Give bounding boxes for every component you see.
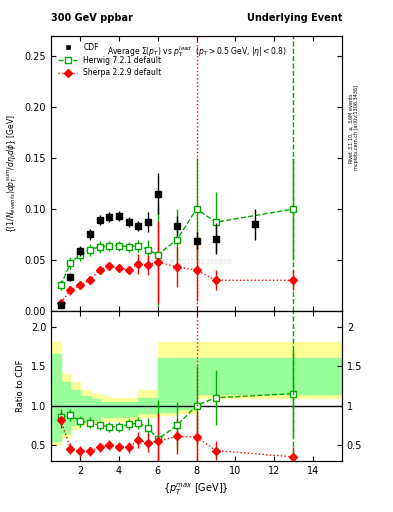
Text: Underlying Event: Underlying Event (246, 13, 342, 23)
Herwig 7.2.1 default (155, 252, 160, 258)
Herwig 7.2.1 default (97, 244, 102, 250)
Sherpa 2.2.9 default (213, 277, 218, 283)
Sherpa 2.2.9 default (136, 261, 141, 267)
Herwig 7.2.1 default (213, 219, 218, 225)
Sherpa 2.2.9 default (107, 263, 112, 269)
Herwig 7.2.1 default (68, 260, 73, 266)
Sherpa 2.2.9 default (155, 259, 160, 265)
Text: 300 GeV ppbar: 300 GeV ppbar (51, 13, 133, 23)
Sherpa 2.2.9 default (126, 267, 131, 273)
Herwig 7.2.1 default (136, 243, 141, 249)
Text: Rivet 3.1.10, $\geq$ 3.6M events: Rivet 3.1.10, $\geq$ 3.6M events (348, 92, 355, 164)
Herwig 7.2.1 default (175, 237, 180, 243)
X-axis label: $\{p_T^{max}$ [GeV]$\}$: $\{p_T^{max}$ [GeV]$\}$ (163, 481, 230, 497)
Herwig 7.2.1 default (107, 243, 112, 249)
Sherpa 2.2.9 default (175, 264, 180, 270)
Herwig 7.2.1 default (126, 244, 131, 250)
Herwig 7.2.1 default (117, 243, 121, 249)
Herwig 7.2.1 default (88, 247, 92, 253)
Text: mcplots.cern.ch [arXiv:1306.3436]: mcplots.cern.ch [arXiv:1306.3436] (354, 86, 359, 170)
Y-axis label: $\{(1/N_{events}) dp_T^{sum}/d\eta_t d\phi\}$ [GeV]: $\{(1/N_{events}) dp_T^{sum}/d\eta_t d\p… (6, 114, 19, 232)
Sherpa 2.2.9 default (78, 282, 83, 288)
Sherpa 2.2.9 default (291, 277, 296, 283)
Sherpa 2.2.9 default (117, 265, 121, 271)
Text: CDF 2015_I1388868: CDF 2015_I1388868 (161, 258, 232, 265)
Herwig 7.2.1 default (194, 206, 199, 212)
Sherpa 2.2.9 default (146, 262, 151, 268)
Herwig 7.2.1 default (291, 206, 296, 212)
Herwig 7.2.1 default (78, 252, 83, 258)
Line: Sherpa 2.2.9 default: Sherpa 2.2.9 default (61, 262, 294, 303)
Line: Herwig 7.2.1 default: Herwig 7.2.1 default (61, 209, 294, 285)
Y-axis label: Ratio to CDF: Ratio to CDF (16, 359, 25, 412)
Sherpa 2.2.9 default (88, 277, 92, 283)
Sherpa 2.2.9 default (194, 267, 199, 273)
Text: Average $\Sigma(p_T)$ vs $p_T^{lead}$  ($p_T > 0.5$ GeV, $|\eta| < 0.8$): Average $\Sigma(p_T)$ vs $p_T^{lead}$ ($… (107, 44, 286, 59)
Herwig 7.2.1 default (59, 282, 63, 288)
Legend: CDF, Herwig 7.2.1 default, Sherpa 2.2.9 default: CDF, Herwig 7.2.1 default, Sherpa 2.2.9 … (55, 39, 165, 80)
Sherpa 2.2.9 default (97, 267, 102, 273)
Sherpa 2.2.9 default (68, 287, 73, 293)
Herwig 7.2.1 default (146, 247, 151, 253)
Sherpa 2.2.9 default (59, 300, 63, 306)
